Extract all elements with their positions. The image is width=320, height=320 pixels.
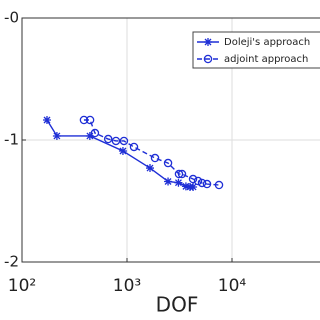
marker <box>146 164 155 173</box>
plot-frame <box>21 17 320 263</box>
marker <box>214 180 224 190</box>
marker <box>85 131 94 140</box>
series <box>42 115 198 191</box>
marker <box>119 136 129 146</box>
series-line <box>83 119 220 186</box>
legend-marker <box>203 54 213 64</box>
marker <box>197 178 207 188</box>
marker <box>103 134 113 144</box>
y-tick-label: -0 <box>4 9 19 27</box>
marker <box>177 169 187 179</box>
marker <box>202 179 212 189</box>
x-tick-label: 10² <box>8 276 36 296</box>
marker <box>174 169 184 179</box>
marker <box>118 146 127 155</box>
series <box>79 115 224 190</box>
y-tick-label: -2 <box>4 253 19 271</box>
legend-box <box>192 31 320 69</box>
marker <box>163 158 173 168</box>
marker <box>52 131 61 140</box>
x-tick-label: 10⁴ <box>218 276 247 296</box>
marker <box>188 174 198 184</box>
marker <box>42 115 51 124</box>
marker <box>193 176 203 186</box>
legend-label: adjoint approach <box>224 54 308 65</box>
marker <box>150 153 160 163</box>
marker <box>129 142 139 152</box>
marker <box>189 182 198 191</box>
marker <box>174 178 183 187</box>
marker <box>111 136 121 146</box>
legend-label: Doleji's approach <box>224 37 310 48</box>
marker <box>181 182 190 191</box>
legend-marker <box>204 38 212 46</box>
y-tick-label: -1 <box>4 131 19 149</box>
marker <box>164 177 173 186</box>
x-axis-label: DOF <box>156 293 199 317</box>
marker <box>90 128 100 138</box>
x-tick-label: 10³ <box>113 276 141 296</box>
marker <box>79 115 89 125</box>
marker <box>85 115 95 125</box>
